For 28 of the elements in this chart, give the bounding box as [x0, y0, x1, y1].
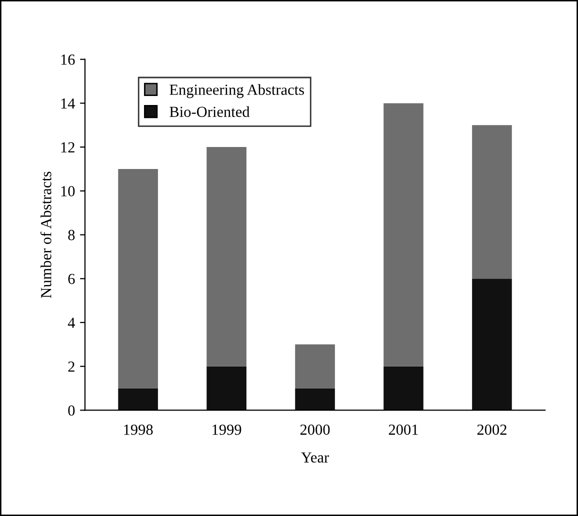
y-tick-label: 16	[61, 54, 75, 65]
x-tick-label: 1999	[212, 424, 242, 435]
bar	[384, 103, 424, 366]
x-tick-label: 1998	[124, 424, 153, 435]
x-axis-title: Year	[301, 452, 329, 463]
bar	[295, 388, 335, 410]
y-tick-label: 6	[68, 274, 75, 284]
y-tick-label: 2	[68, 362, 74, 372]
x-tick-label: 2002	[477, 424, 506, 435]
x-tick-label: 2001	[388, 424, 418, 435]
bar	[472, 125, 512, 279]
bar	[384, 366, 424, 410]
bar	[206, 366, 246, 410]
bar	[472, 278, 512, 410]
y-tick-label: 4	[68, 318, 76, 328]
y-tick-label: 8	[68, 230, 75, 240]
y-tick-label: 0	[68, 405, 75, 416]
legend-label: Bio-Oriented	[170, 106, 250, 118]
y-tick-label: 10	[61, 186, 75, 196]
y-tick-label: 14	[61, 98, 76, 108]
bar	[118, 168, 158, 388]
bar	[118, 388, 158, 410]
bar	[295, 344, 335, 388]
y-axis-title: Number of Abstracts	[40, 172, 52, 298]
y-tick-label: 12	[61, 142, 74, 152]
x-tick-label: 2000	[300, 424, 330, 435]
legend-label: Engineering Abstracts	[170, 84, 304, 98]
bar	[206, 147, 246, 366]
